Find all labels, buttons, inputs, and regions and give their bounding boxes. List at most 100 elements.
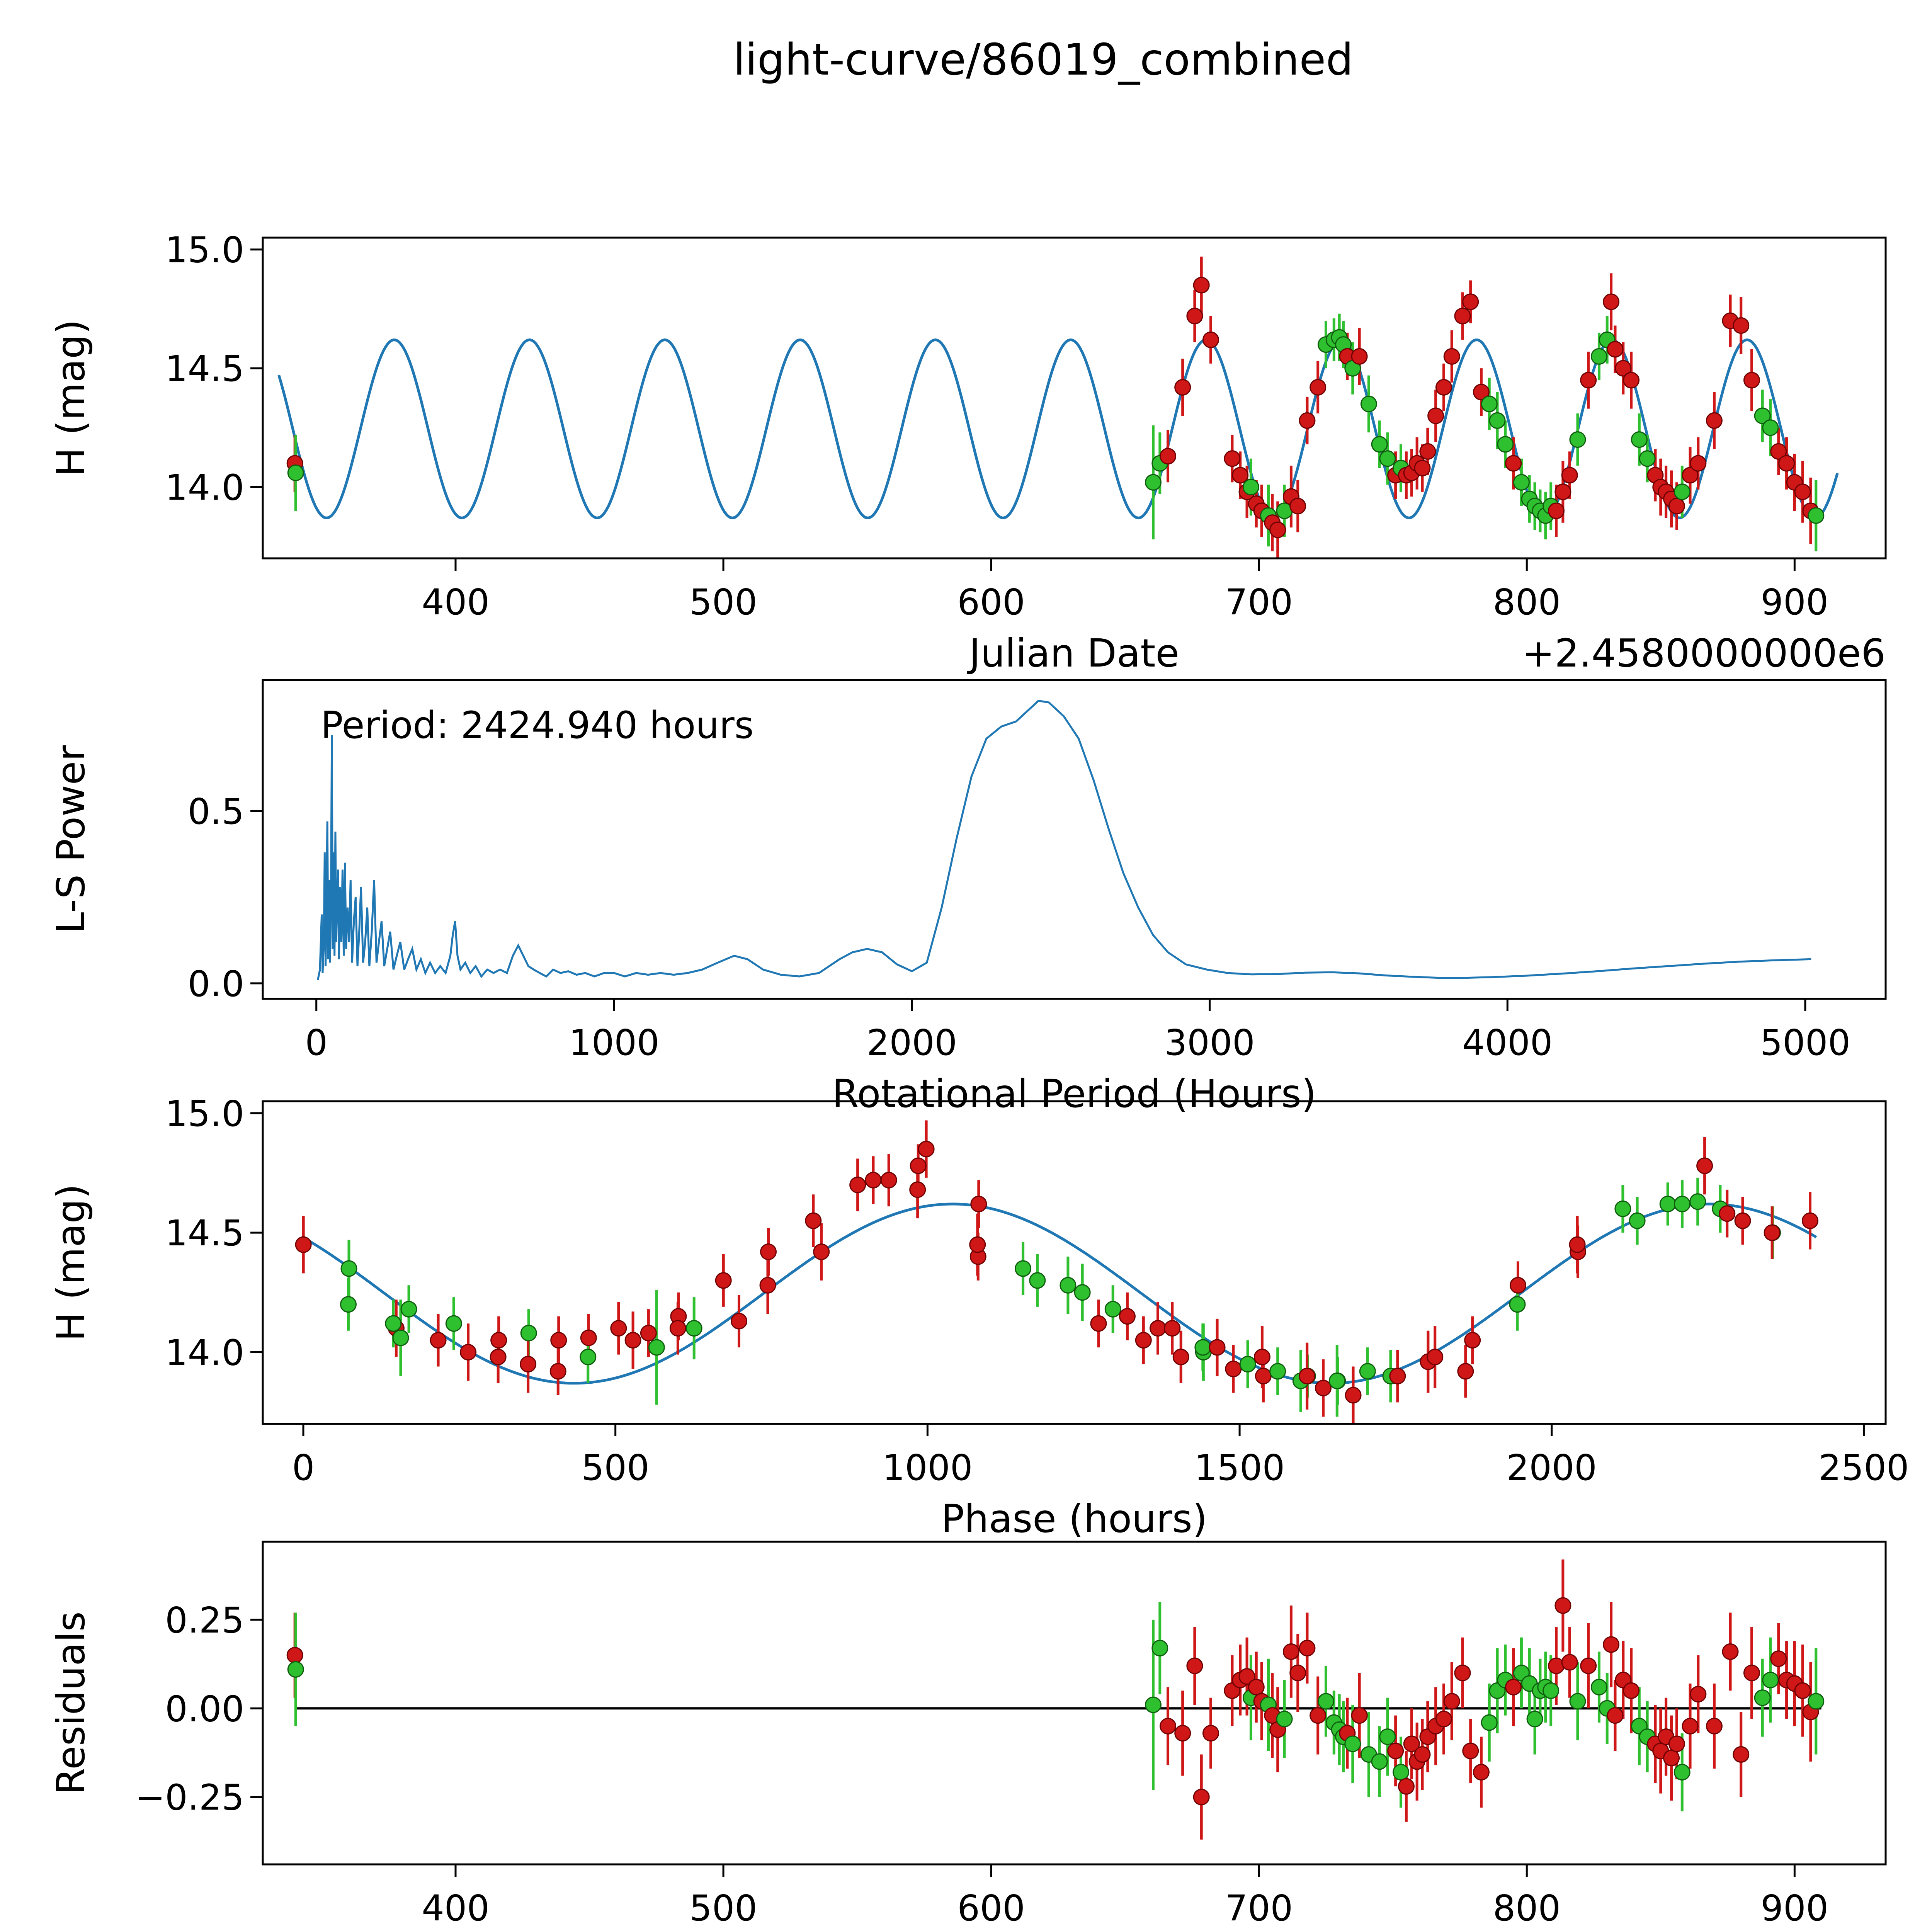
data-point-red	[1299, 1367, 1316, 1384]
data-point-red	[1403, 1735, 1420, 1752]
data-point-green	[1629, 1212, 1646, 1229]
data-point-green	[1754, 407, 1771, 424]
data-point-green	[520, 1325, 537, 1342]
data-point-red	[1607, 1707, 1624, 1724]
data-point-red	[1743, 372, 1760, 389]
data-point-red	[1623, 372, 1640, 389]
y-tick-label: 0.5	[188, 791, 244, 832]
data-point-red	[1310, 1707, 1327, 1724]
data-point-red	[1435, 1711, 1452, 1728]
data-point-red	[1794, 1682, 1811, 1699]
data-point-red	[1663, 1750, 1680, 1767]
data-point-red	[1696, 1157, 1713, 1174]
y-axis-label-phased: H (mag)	[48, 1184, 94, 1341]
y-tick-label: 15.0	[165, 1093, 244, 1134]
data-point-red	[549, 1363, 566, 1380]
data-point-green	[392, 1329, 409, 1346]
x-tick-label: 800	[1493, 1888, 1561, 1929]
data-point-red	[1668, 498, 1685, 515]
model-curve-jd	[277, 338, 1839, 520]
y-tick-label: 0.00	[165, 1688, 244, 1730]
model-curve-phase	[303, 1202, 1817, 1385]
data-point-red	[1454, 1665, 1471, 1682]
data-point-green	[1639, 450, 1656, 467]
x-axis-label-periodogram: Rotational Period (Hours)	[832, 1071, 1316, 1116]
data-point-red	[1289, 498, 1306, 515]
data-point-red	[1802, 1212, 1819, 1229]
data-point-red	[1615, 360, 1632, 377]
data-point-red	[1427, 407, 1444, 424]
plot-area-residuals	[286, 1559, 1825, 1840]
data-point-red	[1706, 1718, 1723, 1735]
data-point-green	[1689, 1193, 1706, 1210]
x-tick-label: 4000	[1462, 1022, 1553, 1063]
data-point-green	[1631, 431, 1648, 448]
data-point-green	[385, 1315, 402, 1332]
x-tick-label: 2000	[867, 1022, 957, 1063]
data-point-green	[1489, 412, 1506, 429]
data-point-red	[1554, 483, 1571, 500]
data-point-red	[669, 1320, 686, 1337]
data-point-red	[1174, 1725, 1191, 1742]
data-point-green	[1808, 507, 1825, 524]
data-point-green	[1276, 1711, 1293, 1728]
data-point-green	[1060, 1277, 1077, 1294]
data-point-red	[1770, 1650, 1787, 1667]
data-point-green	[400, 1301, 417, 1318]
y-tick-label: 0.0	[188, 963, 244, 1005]
data-point-green	[1371, 436, 1388, 453]
data-point-red	[550, 1332, 567, 1349]
data-point-red	[1224, 450, 1241, 467]
y-tick-label: 14.5	[165, 1213, 244, 1254]
data-point-green	[340, 1296, 357, 1313]
data-point-green	[1328, 1372, 1345, 1389]
data-point-red	[1389, 1367, 1406, 1384]
data-point-green	[1673, 1764, 1690, 1781]
data-point-red	[1473, 1764, 1490, 1781]
data-point-red	[460, 1344, 477, 1361]
data-point-red	[1150, 1320, 1167, 1337]
data-point-red	[1345, 1387, 1362, 1404]
data-point-green	[1526, 1711, 1543, 1728]
data-point-red	[1419, 443, 1436, 460]
x-tick-label: 400	[422, 1888, 490, 1929]
data-point-red	[918, 1141, 935, 1158]
data-point-green	[1481, 1714, 1498, 1731]
data-point-red	[1548, 502, 1565, 519]
axes-frame	[262, 679, 1887, 1000]
data-point-red	[1580, 1657, 1597, 1674]
data-point-red	[813, 1243, 830, 1260]
figure-title: light-curve/86019_combined	[733, 35, 1354, 85]
data-point-green	[1659, 1196, 1676, 1213]
data-point-red	[970, 1196, 987, 1213]
data-point-red	[1719, 1205, 1736, 1222]
data-point-red	[520, 1355, 537, 1372]
data-point-red	[1282, 1643, 1299, 1660]
data-point-red	[1135, 1332, 1152, 1349]
data-point-red	[1164, 1320, 1181, 1337]
data-point-green	[648, 1339, 665, 1356]
x-tick-label: 0	[292, 1447, 315, 1488]
x-tick-label: 700	[1225, 582, 1293, 623]
axes-frame	[262, 1100, 1887, 1425]
data-point-red	[1315, 1379, 1332, 1396]
x-tick-label: 700	[1225, 1888, 1293, 1929]
axes-frame	[262, 236, 1887, 560]
data-point-red	[731, 1313, 748, 1330]
data-point-green	[1543, 1682, 1560, 1699]
data-point-red	[1743, 1665, 1760, 1682]
data-point-red	[1186, 1657, 1203, 1674]
data-point-red	[295, 1236, 312, 1253]
y-tick-label: 14.5	[165, 348, 244, 389]
data-point-red	[969, 1236, 986, 1253]
data-point-red	[1351, 1707, 1368, 1724]
data-point-red	[910, 1157, 927, 1174]
panel-periodogram: 0 1000 2000 3000 4000 5000 0.0 0.5 Rotational Pe…	[48, 679, 1887, 1116]
data-point-green	[1379, 450, 1396, 467]
data-point-red	[1172, 1349, 1189, 1366]
data-point-green	[1359, 1363, 1376, 1380]
x-tick-label: 1000	[882, 1447, 973, 1488]
data-point-red	[1778, 455, 1795, 472]
plot-area-lightcurve	[277, 257, 1839, 558]
data-point-red	[1454, 308, 1471, 325]
